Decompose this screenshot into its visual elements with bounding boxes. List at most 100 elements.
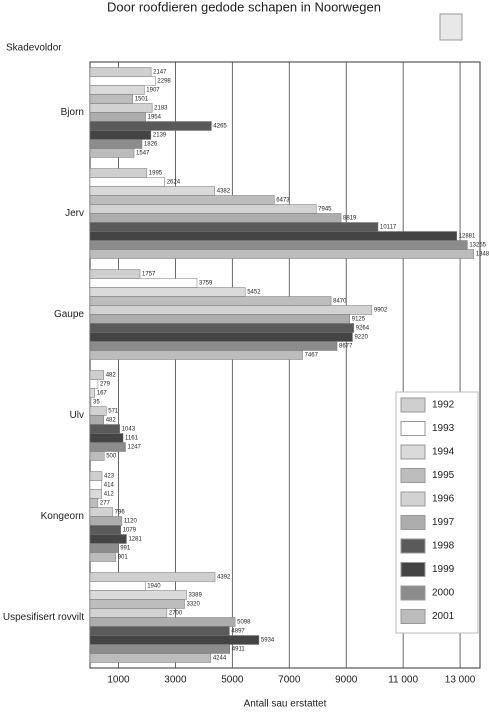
bar [90, 443, 125, 452]
value-label: 279 [100, 382, 111, 388]
value-label: 2183 [154, 106, 168, 112]
bar [90, 178, 165, 187]
value-label: 901 [118, 555, 129, 561]
bar [90, 416, 104, 425]
value-label: 1547 [136, 151, 150, 157]
value-label: 12881 [459, 234, 476, 240]
bar [90, 636, 259, 645]
value-label: 4265 [213, 124, 227, 130]
bar [90, 508, 113, 517]
bar [90, 279, 197, 288]
value-label: 4244 [213, 656, 227, 662]
bar [90, 389, 95, 398]
bar [90, 68, 151, 77]
value-label: 1161 [125, 436, 139, 442]
bar [90, 371, 104, 380]
category-label: Kongeorn [0, 511, 84, 523]
value-label: 7945 [318, 207, 332, 213]
legend-swatch [401, 398, 425, 412]
bar [90, 205, 316, 214]
value-label: 1907 [146, 88, 160, 94]
bar [90, 333, 352, 342]
bar [90, 315, 350, 324]
bar [90, 351, 303, 360]
value-label: 1120 [124, 519, 138, 525]
category-label: Uspesifisert rovvilt [0, 612, 84, 624]
value-label: 796 [115, 510, 126, 516]
category-label: Gaupe [0, 309, 84, 321]
bar [90, 481, 102, 490]
bar [90, 223, 378, 232]
legend-swatch [401, 492, 425, 506]
bar [90, 609, 167, 618]
x-axis-label: Antall sau erstattet [244, 699, 327, 710]
value-label: 10117 [380, 225, 397, 231]
bar [90, 270, 140, 279]
bar [90, 600, 185, 609]
value-label: 4392 [217, 575, 231, 581]
bar [90, 306, 372, 315]
bar [90, 169, 147, 178]
bar [90, 573, 215, 582]
value-label: 2147 [153, 70, 167, 76]
bar [90, 425, 120, 434]
page: Door roofdieren gedode schapen in Noorwe… [0, 0, 489, 713]
value-label: 1501 [135, 97, 149, 103]
category-label: Ulv [0, 410, 84, 422]
value-label: 482 [106, 373, 117, 379]
value-label: 2298 [157, 79, 171, 85]
bar [90, 131, 151, 140]
value-label: 1757 [142, 272, 156, 278]
logo [440, 14, 462, 40]
bar [90, 618, 235, 627]
bar [90, 490, 102, 499]
x-tick-label: 7000 [278, 675, 301, 686]
value-label: 423 [104, 474, 115, 480]
value-label: 2139 [153, 133, 167, 139]
bar [90, 95, 133, 104]
bar [90, 380, 98, 389]
value-label: 9902 [374, 308, 388, 314]
bar [90, 149, 134, 158]
value-label: 5934 [261, 638, 275, 644]
value-label: 1281 [128, 537, 142, 543]
bar [90, 232, 457, 241]
legend-swatch [401, 469, 425, 483]
value-label: 9125 [352, 317, 366, 323]
value-label: 7467 [305, 353, 319, 359]
value-label: 5452 [247, 290, 261, 296]
value-label: 1940 [147, 584, 161, 590]
bar [90, 627, 229, 636]
legend-label: 1997 [432, 517, 455, 528]
x-tick-label: 9000 [335, 675, 358, 686]
x-tick-label: 3000 [164, 675, 187, 686]
bar [90, 104, 152, 113]
value-label: 1247 [127, 445, 141, 451]
bar [90, 434, 123, 443]
value-label: 4382 [217, 189, 231, 195]
legend-swatch [401, 422, 425, 436]
legend-label: 1992 [432, 400, 455, 411]
value-label: 277 [100, 501, 111, 507]
bar [90, 517, 122, 526]
bar [90, 113, 146, 122]
value-label: 6473 [276, 198, 290, 204]
value-label: 1995 [149, 171, 163, 177]
value-label: 412 [104, 492, 115, 498]
x-tick-label: 1000 [107, 675, 130, 686]
value-label: 167 [97, 391, 108, 397]
bar [90, 140, 142, 149]
bar [90, 241, 467, 250]
bar [90, 250, 474, 259]
legend-swatch [401, 563, 425, 577]
value-label: 4911 [232, 647, 246, 653]
value-label: 13482 [476, 252, 489, 258]
value-label: 1043 [122, 427, 136, 433]
category-label: Jerv [0, 208, 84, 220]
legend-swatch [401, 586, 425, 600]
bar [90, 535, 126, 544]
legend-swatch [401, 445, 425, 459]
value-label: 4897 [231, 629, 245, 635]
x-tick-label: 5000 [221, 675, 244, 686]
bar [90, 499, 98, 508]
